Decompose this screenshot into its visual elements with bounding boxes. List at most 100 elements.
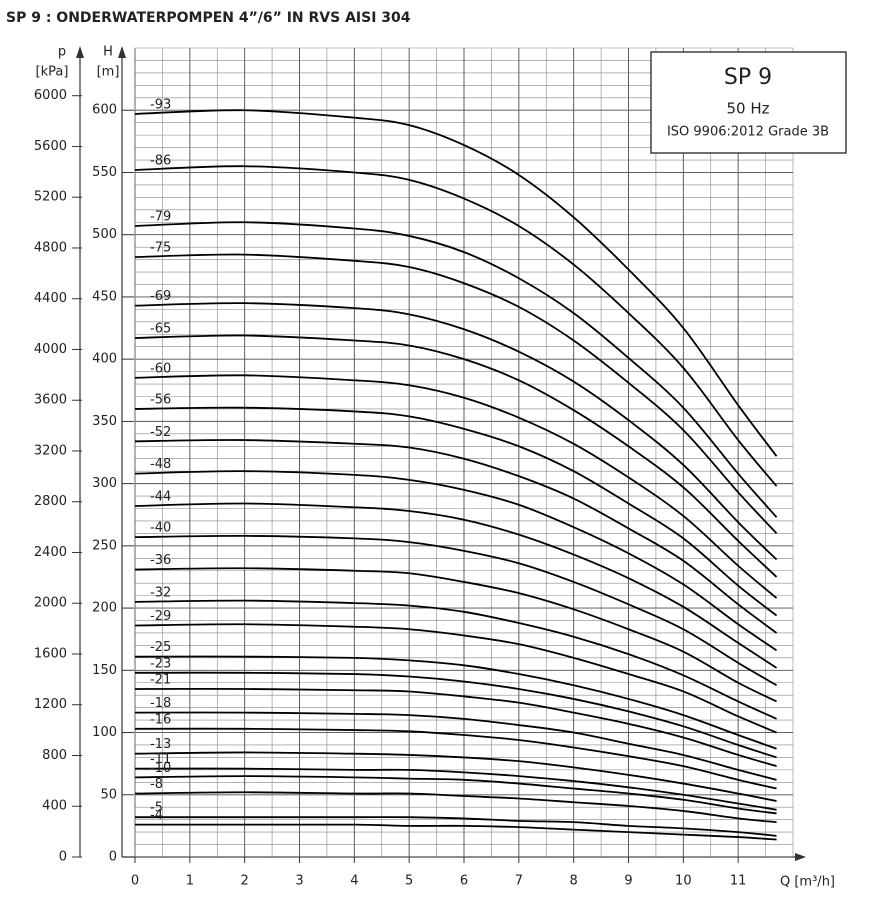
pump-curve [134,599,777,720]
y-label: H [103,45,113,60]
pump-curve [134,109,778,457]
pump-curve [134,502,778,669]
pump-curve [134,767,777,811]
pump-curve [134,623,777,734]
pump-curve [134,751,777,802]
curve-label: -16 [150,712,171,727]
y-tick-label: 50 [100,787,117,802]
y2-tick-label: 5200 [34,190,67,205]
y2-tick-label: 3600 [34,393,67,408]
pump-curve [134,671,777,759]
curve-label: -93 [150,97,171,112]
pump-curve [134,334,778,578]
curve-label: -5 [150,801,163,816]
y2-tick-label: 1600 [34,646,67,661]
y-tick-label: 250 [92,538,117,553]
x-tick-label: 4 [350,874,358,889]
pump-curve [134,655,777,750]
y2-unit: [kPa] [36,65,69,80]
curve-label: -25 [150,640,171,655]
info-box [650,51,847,154]
y2-arrow [76,46,84,58]
y2-tick-label: 3200 [34,443,67,458]
y2-tick-label: 4000 [34,342,67,357]
pump-curve [134,406,778,617]
y2-tick-label: 5600 [34,139,67,154]
pump-curve [134,439,778,634]
y2-tick-label: 800 [42,748,67,763]
curve-label: -75 [150,241,171,256]
curve-label: -79 [150,209,171,224]
y2-label: p [58,45,66,60]
x-tick-label: 3 [295,874,303,889]
pump-curve [134,534,778,687]
curve-label: -8 [150,777,163,792]
y2-tick-label: 2000 [34,596,67,611]
page-title: SP 9 : ONDERWATERPOMPEN 4”/6” IN RVS AIS… [6,10,411,26]
pump-curve [135,816,777,837]
curve-label: -4 [150,808,163,823]
curve-label: -32 [150,585,171,600]
x-tick-label: 6 [460,874,468,889]
y-tick-label: 0 [109,850,117,865]
y-tick-label: 300 [92,476,117,491]
info-standard: ISO 9906:2012 Grade 3B [667,125,829,140]
curve-label: -29 [150,609,171,624]
y-tick-label: 450 [92,289,117,304]
curve-label: -52 [150,425,171,440]
x-tick-label: 10 [675,874,692,889]
pump-curve [134,791,777,824]
y2-tick-label: 4400 [34,291,67,306]
curve-label: -60 [150,361,171,376]
y-tick-label: 350 [92,414,117,429]
y-tick-label: 400 [92,352,117,367]
info-frequency: 50 Hz [726,100,769,118]
curve-label: -69 [150,289,171,304]
x-tick-label: 5 [405,874,413,889]
x-tick-label: 0 [131,874,139,889]
y-arrow [118,46,126,58]
y-tick-label: 200 [92,601,117,616]
curve-label: -11 [150,752,171,767]
pump-curve [134,567,777,703]
pump-curve [134,470,778,652]
x-tick-label: 9 [624,874,632,889]
pump-curve [134,253,778,535]
curve-label: -44 [150,490,171,505]
pump-curve [134,374,778,599]
info-model: SP 9 [724,65,772,90]
curve-label: -10 [150,761,171,776]
y2-tick-label: 1200 [34,697,67,712]
curve-label: -65 [150,321,171,336]
curve-label: -56 [150,392,171,407]
y-tick-label: 550 [92,165,117,180]
curve-label: -18 [150,696,171,711]
y2-tick-label: 400 [42,799,67,814]
y2-tick-label: 2800 [34,494,67,509]
curve-label: -36 [150,553,171,568]
x-tick-label: 1 [186,874,194,889]
x-tick-label: 11 [730,874,747,889]
pump-curve [134,302,778,561]
pump-curve [135,823,777,841]
x-tick-label: 7 [515,874,523,889]
y2-tick-label: 0 [59,850,67,865]
x-arrow [795,853,806,861]
pump-curve [134,221,778,518]
y2-tick-label: 4800 [34,240,67,255]
curve-label: -21 [150,672,171,687]
pump-curve [134,727,777,790]
curve-label: -40 [150,521,171,536]
curve-label: -13 [150,737,171,752]
pump-curve [134,711,777,781]
y2-tick-label: 6000 [34,88,67,103]
x-tick-label: 8 [570,874,578,889]
plot [134,47,794,858]
y-tick-label: 500 [92,227,117,242]
pump-curve [134,165,778,487]
pump-curve [134,775,777,815]
y-unit: [m] [97,65,120,80]
curve-label: -48 [150,457,171,472]
y-tick-label: 100 [92,725,117,740]
